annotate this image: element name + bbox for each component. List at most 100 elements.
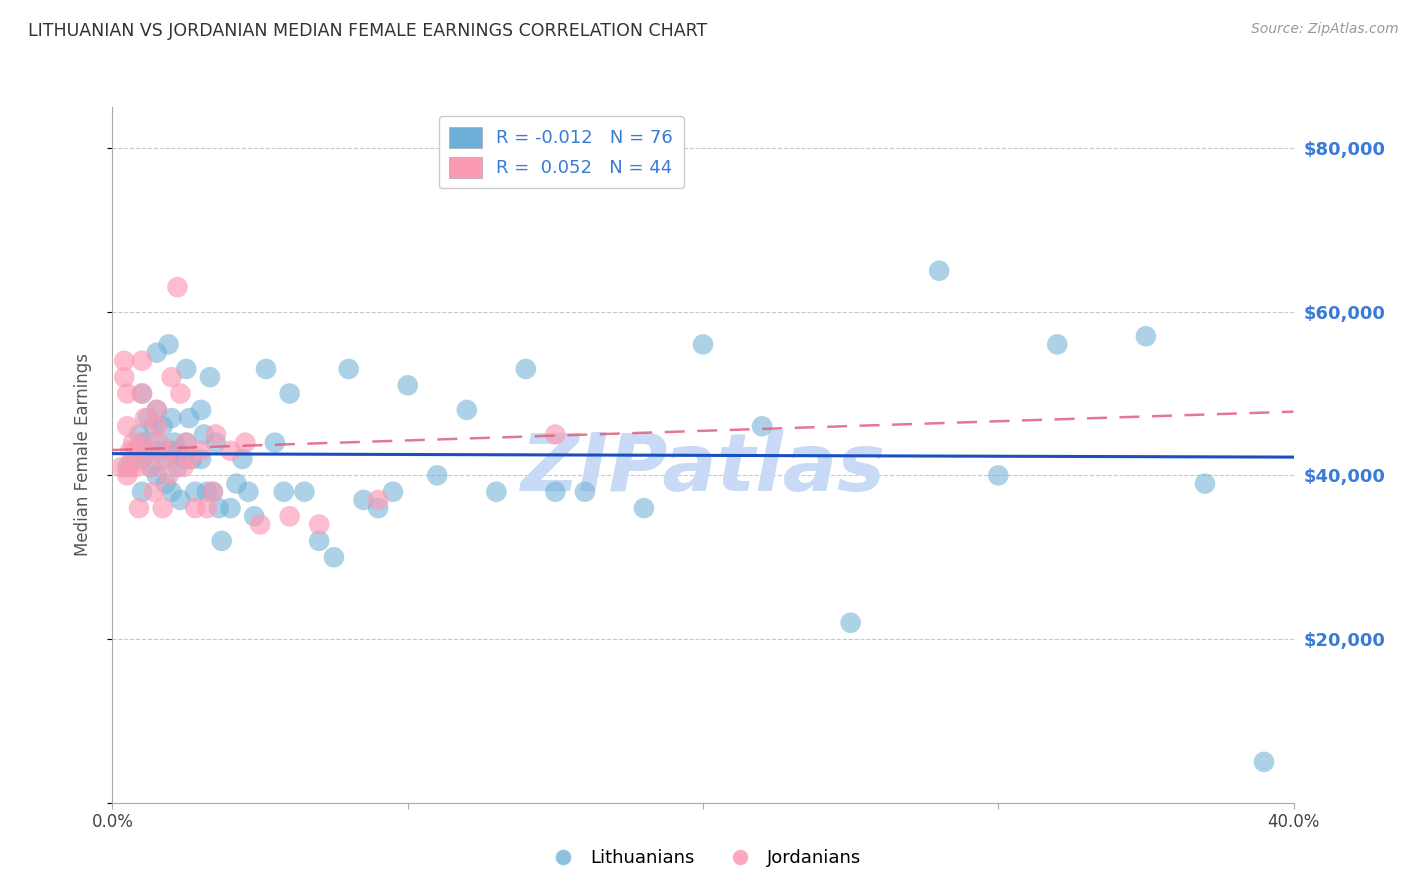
Point (190, 443, 212, 458)
Point (181, 452, 204, 467)
Point (157, 337, 180, 351)
Point (544, 484, 567, 499)
Point (456, 403, 478, 417)
Point (117, 386, 138, 401)
Point (120, 443, 142, 458)
Point (142, 419, 165, 434)
Point (485, 484, 508, 499)
Point (382, 484, 405, 499)
Point (254, 362, 277, 376)
Point (128, 427, 150, 442)
Point (146, 345, 169, 359)
Point (125, 443, 148, 458)
Point (160, 484, 183, 499)
Point (149, 443, 172, 458)
Point (308, 533, 330, 548)
Point (146, 403, 169, 417)
Point (122, 435, 145, 450)
Point (278, 386, 301, 401)
Point (131, 435, 153, 450)
Point (117, 419, 138, 434)
Point (278, 509, 301, 524)
Point (139, 460, 162, 475)
Point (146, 435, 169, 450)
Point (225, 476, 247, 491)
Point (515, 362, 537, 376)
Point (751, 419, 773, 434)
Point (157, 468, 180, 483)
Text: Source: ZipAtlas.com: Source: ZipAtlas.com (1251, 22, 1399, 37)
Point (172, 460, 194, 475)
Point (233, 435, 256, 450)
Point (152, 501, 174, 516)
Point (193, 427, 215, 442)
Point (174, 435, 197, 450)
Point (117, 468, 138, 483)
Point (367, 501, 389, 516)
Point (142, 484, 165, 499)
Point (169, 386, 191, 401)
Point (219, 501, 242, 516)
Point (839, 615, 862, 630)
Point (136, 443, 159, 458)
Point (264, 435, 287, 450)
Point (174, 362, 197, 376)
Point (146, 419, 169, 434)
Point (122, 452, 145, 467)
Point (692, 337, 714, 351)
Point (211, 533, 233, 548)
Point (131, 386, 153, 401)
Point (179, 411, 201, 425)
Point (633, 501, 655, 516)
Point (219, 443, 242, 458)
Point (136, 443, 159, 458)
Point (292, 484, 315, 499)
Point (198, 370, 221, 384)
Point (238, 484, 260, 499)
Point (243, 509, 266, 524)
Point (131, 484, 153, 499)
Point (128, 501, 150, 516)
Point (426, 468, 449, 483)
Point (201, 484, 224, 499)
Point (117, 460, 138, 475)
Point (163, 435, 186, 450)
Point (149, 435, 172, 450)
Point (160, 370, 183, 384)
Point (190, 403, 212, 417)
Point (308, 517, 330, 532)
Point (155, 476, 177, 491)
Point (172, 452, 194, 467)
Point (155, 452, 177, 467)
Point (155, 452, 177, 467)
Point (337, 362, 360, 376)
Point (1135, 329, 1157, 343)
Point (352, 492, 374, 507)
Point (166, 443, 188, 458)
Legend: Lithuanians, Jordanians: Lithuanians, Jordanians (537, 842, 869, 874)
Point (208, 501, 231, 516)
Point (160, 443, 183, 458)
Point (160, 443, 183, 458)
Point (166, 280, 188, 294)
Text: LITHUANIAN VS JORDANIAN MEDIAN FEMALE EARNINGS CORRELATION CHART: LITHUANIAN VS JORDANIAN MEDIAN FEMALE EA… (28, 22, 707, 40)
Point (120, 460, 142, 475)
Point (152, 419, 174, 434)
Point (131, 386, 153, 401)
Point (112, 370, 135, 384)
Point (249, 517, 271, 532)
Point (166, 460, 188, 475)
Legend: R = -0.012   N = 76, R =  0.052   N = 44: R = -0.012 N = 76, R = 0.052 N = 44 (439, 116, 683, 188)
Point (139, 460, 162, 475)
Point (184, 501, 207, 516)
Point (184, 484, 207, 499)
Y-axis label: Median Female Earnings: Median Female Earnings (73, 353, 91, 557)
Point (273, 484, 295, 499)
Point (1194, 476, 1216, 491)
Point (205, 427, 228, 442)
Point (195, 501, 218, 516)
Point (323, 550, 346, 565)
Point (190, 452, 212, 467)
Point (174, 435, 197, 450)
Point (195, 484, 218, 499)
